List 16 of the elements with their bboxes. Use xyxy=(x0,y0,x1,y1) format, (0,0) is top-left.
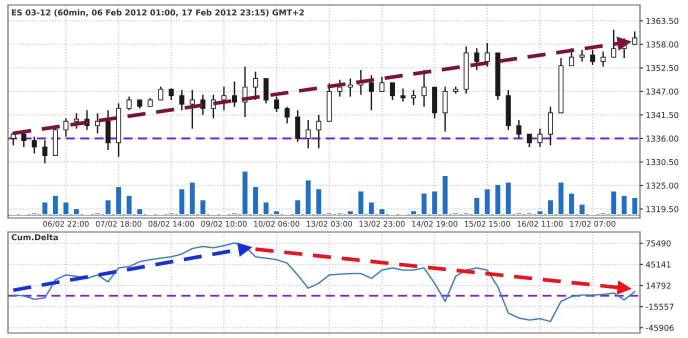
y-tick-label: 1341.50 xyxy=(646,112,678,118)
y-tick-label: 1347.00 xyxy=(646,88,678,95)
y-tick-label: 45141 xyxy=(646,262,670,268)
y-tick-label: 1336.00 xyxy=(646,136,678,142)
chart-title: Cum.Delta xyxy=(12,234,58,240)
y-tick-label: 1358.00 xyxy=(646,41,678,48)
y-tick-label: 1352.50 xyxy=(646,64,678,72)
y-tick-label: 1330.50 xyxy=(646,159,678,166)
chart-title: ES 03-12 (60min, 06 Feb 2012 01:00, 17 Feb 2012 23:15) GMT+2 xyxy=(12,9,304,17)
y-tick-label: 1363.50 xyxy=(646,18,678,24)
y-tick-label: 1319.50 xyxy=(646,206,678,212)
y-tick-label: 1325.00 xyxy=(646,182,678,189)
y-tick-label: 75490 xyxy=(646,240,671,246)
y-tick-label: -45906 xyxy=(646,324,674,331)
y-tick-label: 14792 xyxy=(646,282,670,289)
y-tick-label: -15557 xyxy=(646,304,674,310)
